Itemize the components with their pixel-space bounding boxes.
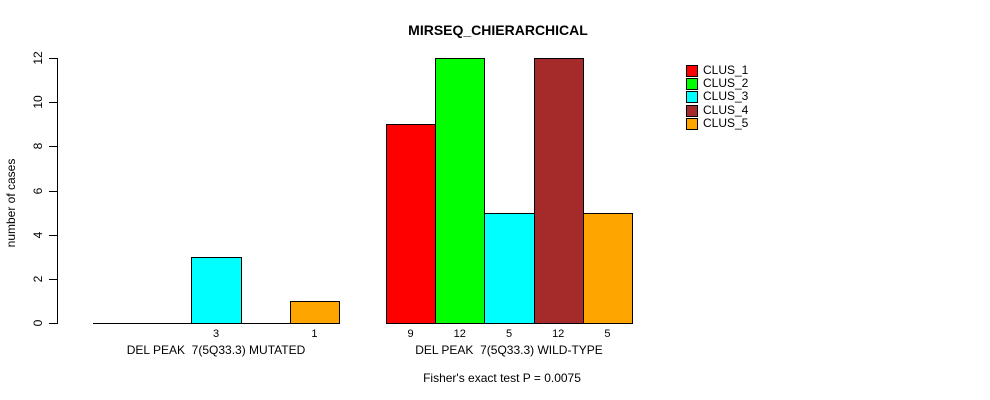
group-label: DEL PEAK 7(5Q33.3) WILD-TYPE <box>415 343 603 357</box>
bar-value-label: 3 <box>212 328 220 340</box>
bar-value-label: 12 <box>552 328 565 340</box>
bar-clus_3-group2 <box>484 212 535 324</box>
y-axis-label: number of cases <box>4 158 18 248</box>
bar-clus_5-group2 <box>582 212 633 324</box>
y-tick-mark <box>49 190 57 192</box>
legend-swatch-clus_4 <box>686 104 698 117</box>
legend-label-clus_2: CLUS_2 <box>703 76 749 91</box>
legend-swatch-clus_2 <box>686 78 698 91</box>
y-tick-label: 12 <box>31 51 45 65</box>
legend-swatch-clus_1 <box>686 65 698 77</box>
bar-clus_3-group1 <box>191 256 242 324</box>
y-tick-label: 8 <box>31 142 45 150</box>
bar-clus_2-group2 <box>435 58 486 324</box>
y-axis-line <box>57 58 58 324</box>
bar-value-label: 5 <box>604 328 611 340</box>
bar-clus_4-group2 <box>533 58 584 324</box>
y-tick-label: 0 <box>31 319 45 327</box>
y-tick-mark <box>49 234 57 236</box>
legend-label-clus_5: CLUS_5 <box>703 115 749 130</box>
bar-clus_5-group1 <box>289 300 340 324</box>
bar-clus_1-group2 <box>386 124 437 324</box>
bar-value-label: 9 <box>407 328 414 340</box>
group-label: DEL PEAK 7(5Q33.3) MUTATED <box>126 343 306 357</box>
y-tick-mark <box>49 146 57 148</box>
legend-swatch-clus_5 <box>686 117 698 130</box>
legend-label-clus_1: CLUS_1 <box>703 63 749 77</box>
y-tick-mark <box>49 102 57 104</box>
bar-value-label: 1 <box>311 328 318 340</box>
y-tick-label: 4 <box>31 231 45 238</box>
caption-fishers-test: Fisher's exact test P = 0.0075 <box>423 371 581 385</box>
y-tick-mark <box>49 323 57 324</box>
bar-value-label: 12 <box>453 328 466 340</box>
y-tick-label: 10 <box>31 95 45 109</box>
legend-swatch-clus_3 <box>686 91 698 104</box>
legend-label-clus_3: CLUS_3 <box>703 89 749 104</box>
legend-label-clus_4: CLUS_4 <box>703 102 749 117</box>
y-tick-label: 2 <box>31 275 45 283</box>
bar-value-label: 5 <box>505 328 513 340</box>
y-tick-label: 6 <box>31 187 45 194</box>
y-tick-mark <box>49 278 57 280</box>
y-tick-mark <box>49 58 57 59</box>
chart-title: MIRSEQ_CHIERARCHICAL <box>408 22 588 38</box>
